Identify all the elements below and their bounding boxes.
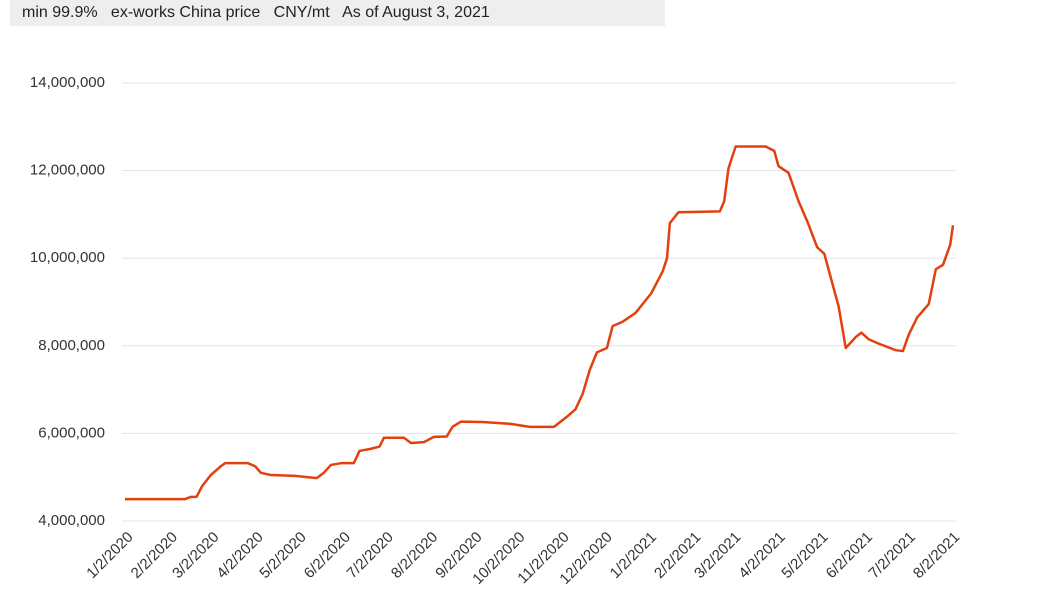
y-tick-label: 12,000,000: [30, 162, 105, 179]
x-tick-label: 1/2/2020: [83, 529, 136, 582]
x-tick-label: 8/2/2020: [388, 529, 441, 582]
x-tick-label: 3/2/2020: [169, 529, 222, 582]
data-line: [125, 145, 955, 501]
chart-subtitle: min 99.9% ex-works China price CNY/mt As…: [22, 4, 490, 21]
x-tick-label: 6/2/2020: [301, 529, 354, 582]
y-tick-label: 4,000,000: [38, 512, 105, 529]
y-tick-label: 14,000,000: [30, 74, 105, 91]
x-tick-label: 4/2/2021: [735, 529, 788, 582]
y-tick-label: 6,000,000: [38, 424, 105, 441]
x-tick-label: 7/2/2020: [344, 529, 397, 582]
x-tick-label: 4/2/2020: [213, 529, 266, 582]
y-tick-label: 10,000,000: [30, 249, 105, 266]
x-tick-label: 8/2/2021: [910, 529, 963, 582]
x-tick-label: 1/2/2021: [607, 529, 660, 582]
x-tick-label: 6/2/2021: [823, 529, 876, 582]
y-tick-label: 8,000,000: [38, 337, 105, 354]
x-tick-label: 7/2/2021: [866, 529, 919, 582]
subtitle-background: [10, 0, 665, 26]
x-tick-label: 5/2/2021: [778, 529, 831, 582]
x-tick-label: 5/2/2020: [256, 529, 309, 582]
